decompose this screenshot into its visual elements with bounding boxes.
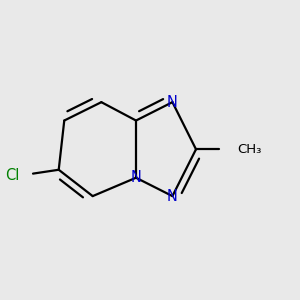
Text: Cl: Cl bbox=[6, 168, 20, 183]
Text: N: N bbox=[130, 170, 142, 185]
Text: N: N bbox=[167, 95, 178, 110]
Text: CH₃: CH₃ bbox=[238, 143, 262, 156]
Text: N: N bbox=[167, 189, 178, 204]
